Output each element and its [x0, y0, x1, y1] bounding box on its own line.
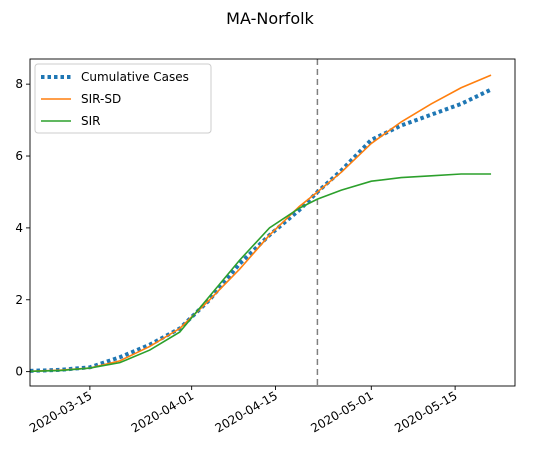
x-tick-label: 2020-04-01	[129, 388, 196, 435]
legend-label: Cumulative Cases	[81, 70, 189, 84]
legend-label: SIR-SD	[81, 92, 121, 106]
series-layer	[29, 74, 492, 373]
x-tick-label: 2020-03-15	[27, 388, 94, 435]
y-tick-label: 6	[15, 149, 23, 163]
legend: Cumulative Cases SIR-SD SIR	[34, 63, 212, 134]
legend-label: SIR	[81, 114, 101, 128]
y-tick-label: 2	[15, 293, 23, 307]
y-tick-label: 0	[15, 365, 23, 379]
x-tick-label: 2020-05-15	[392, 388, 459, 435]
y-tick-label: 8	[15, 77, 23, 91]
x-tick-label: 2020-05-01	[308, 388, 375, 435]
series-line-sir	[29, 173, 492, 373]
y-tick-label: 4	[15, 221, 23, 235]
series-line-sir-sd	[29, 74, 492, 373]
legend-box	[34, 63, 212, 134]
axes-frame	[29, 58, 516, 387]
x-tick-label: 2020-04-15	[213, 388, 280, 435]
chart-title: MA-Norfolk	[226, 9, 314, 28]
